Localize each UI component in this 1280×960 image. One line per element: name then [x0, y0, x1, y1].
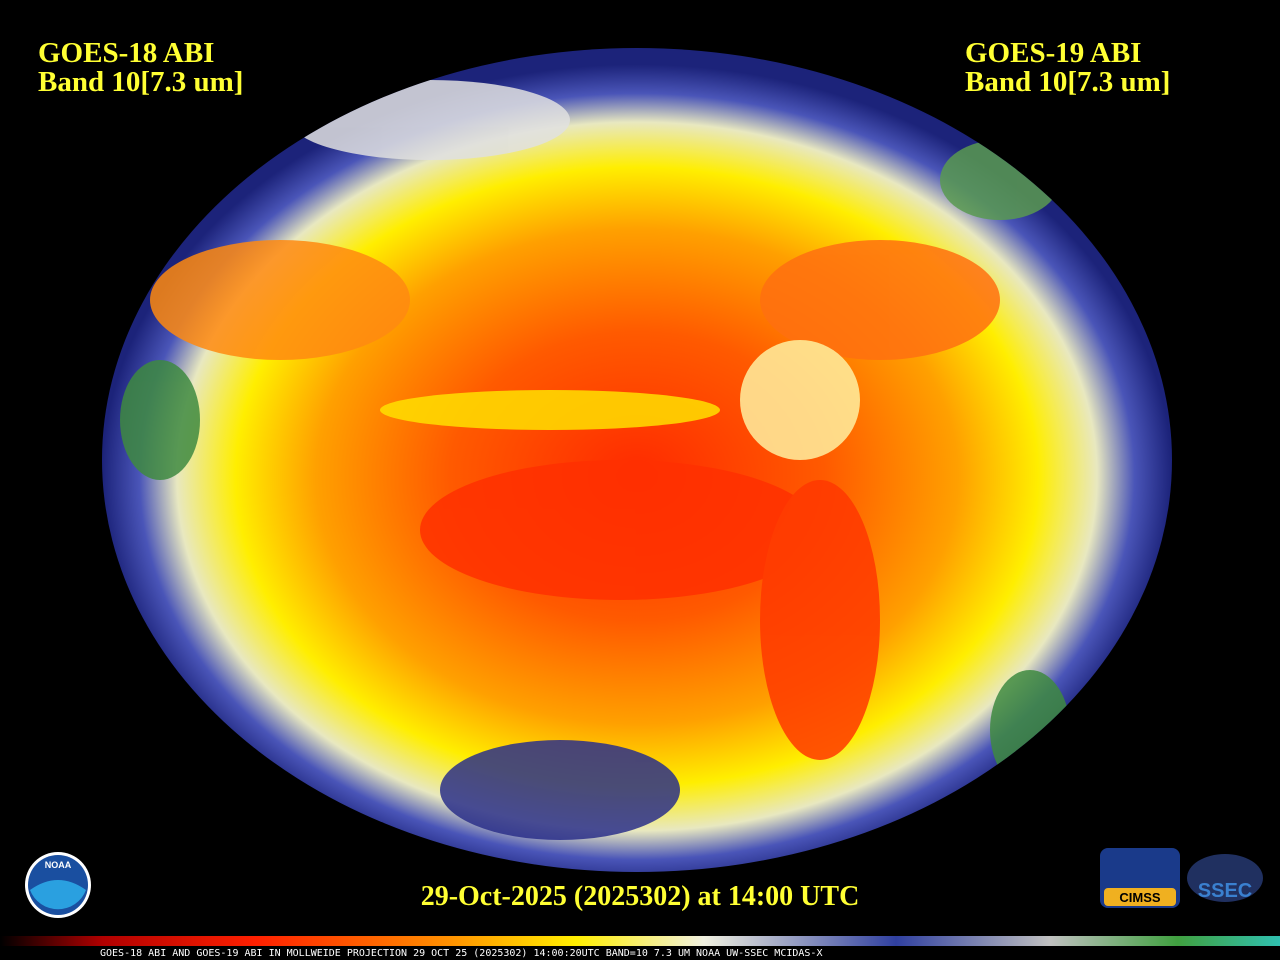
noaa-logo: NOAA [25, 852, 91, 918]
right-band: Band 10[7.3 um] [965, 66, 1170, 98]
timestamp: 29-Oct-2025 (2025302) at 14:00 UTC [421, 881, 860, 912]
cimss-text: CIMSS [1119, 890, 1161, 905]
ssec-text: SSEC [1198, 880, 1252, 902]
right-title: GOES-19 ABI [965, 37, 1141, 69]
footer-caption: GOES-18 ABI AND GOES-19 ABI IN MOLLWEIDE… [100, 948, 822, 959]
left-title: GOES-18 ABI [38, 37, 214, 69]
noaa-text: NOAA [45, 860, 72, 870]
ssec-logo: SSEC [1187, 854, 1263, 902]
cimss-logo: CIMSS [1100, 848, 1180, 908]
earth-image [102, 48, 1172, 872]
color-bar [0, 936, 1280, 946]
left-band: Band 10[7.3 um] [38, 66, 243, 98]
